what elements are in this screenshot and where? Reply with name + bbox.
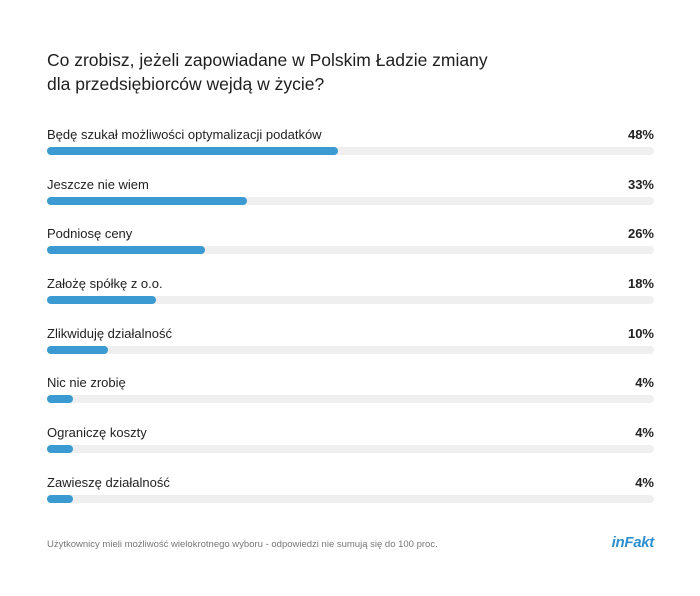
infakt-logo: inFakt xyxy=(611,534,655,551)
bar xyxy=(47,147,339,155)
bar xyxy=(47,196,248,205)
bar-value-label: 26% xyxy=(627,226,654,242)
bar-row: Nic nie zrobię 4% xyxy=(47,370,654,420)
chart-title: Co zrobisz, jeżeli zapowiadane w Polskim… xyxy=(47,48,607,96)
bar-value-label: 33% xyxy=(627,176,654,192)
bar-value-label: 4% xyxy=(635,474,654,490)
bar xyxy=(47,445,73,454)
bar-track xyxy=(47,246,654,255)
bar-track xyxy=(47,494,654,503)
bar-category-label: Ograniczę koszty xyxy=(47,425,147,441)
bar-row: Założę spółkę z o.o. 18% xyxy=(47,271,654,321)
bar-row: Podniosę ceny 26% xyxy=(47,221,654,271)
chart-title-line-1: Co zrobisz, jeżeli zapowiadane w Polskim… xyxy=(47,50,488,70)
bar xyxy=(47,296,157,305)
bar-track xyxy=(47,296,654,305)
bar-track xyxy=(47,395,654,404)
bar-track xyxy=(47,345,654,354)
bar-track xyxy=(47,445,654,454)
bar xyxy=(47,246,205,255)
bar-value-label: 48% xyxy=(627,127,654,142)
bar-category-label: Zlikwiduję działalność xyxy=(47,325,172,341)
chart-title-line-2: dla przedsiębiorców wejdą w życie? xyxy=(47,74,325,94)
bar-row: Ograniczę koszty 4% xyxy=(47,420,654,470)
bar xyxy=(47,345,108,354)
bar-category-label: Jeszcze nie wiem xyxy=(47,176,149,192)
bar xyxy=(47,395,73,404)
bar-track xyxy=(47,196,654,205)
chart-footnote: Użytkownicy mieli możliwość wielokrotneg… xyxy=(47,539,438,550)
bar-row: Będę szukał możliwości optymalizacji pod… xyxy=(47,122,654,172)
bar xyxy=(47,494,73,503)
bar-value-label: 10% xyxy=(627,325,654,341)
bar-chart: Będę szukał możliwości optymalizacji pod… xyxy=(47,122,654,520)
bar-value-label: 18% xyxy=(627,276,654,292)
bar-category-label: Będę szukał możliwości optymalizacji pod… xyxy=(47,127,322,142)
bar-track xyxy=(47,147,654,155)
bar-row: Jeszcze nie wiem 33% xyxy=(47,172,654,222)
bar-category-label: Nic nie zrobię xyxy=(47,375,126,391)
bar-value-label: 4% xyxy=(635,375,654,391)
bar-category-label: Zawieszę działalność xyxy=(47,474,170,490)
bar-row: Zlikwiduję działalność 10% xyxy=(47,321,654,371)
bar-category-label: Podniosę ceny xyxy=(47,226,133,242)
bar-category-label: Założę spółkę z o.o. xyxy=(47,276,163,292)
bar-row: Zawieszę działalność 4% xyxy=(47,470,654,520)
bar-value-label: 4% xyxy=(635,425,654,441)
